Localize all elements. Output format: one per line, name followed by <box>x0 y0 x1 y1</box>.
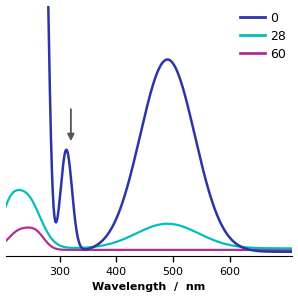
X-axis label: Wavelength  /  nm: Wavelength / nm <box>92 283 206 292</box>
Legend: 0, 28, 60: 0, 28, 60 <box>235 7 291 66</box>
